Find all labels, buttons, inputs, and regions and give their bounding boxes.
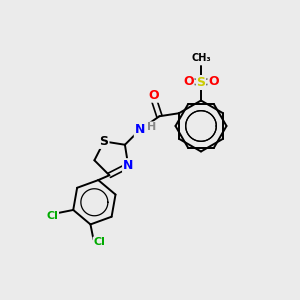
Text: Cl: Cl [46, 211, 58, 221]
Text: CH₃: CH₃ [191, 53, 211, 63]
Text: O: O [149, 89, 159, 102]
Text: N: N [135, 123, 145, 136]
Text: O: O [183, 74, 194, 88]
Text: Cl: Cl [94, 237, 105, 248]
Text: N: N [123, 159, 134, 172]
Text: S: S [196, 76, 206, 89]
Text: S: S [100, 135, 109, 148]
Text: O: O [208, 74, 219, 88]
Text: H: H [147, 122, 156, 132]
